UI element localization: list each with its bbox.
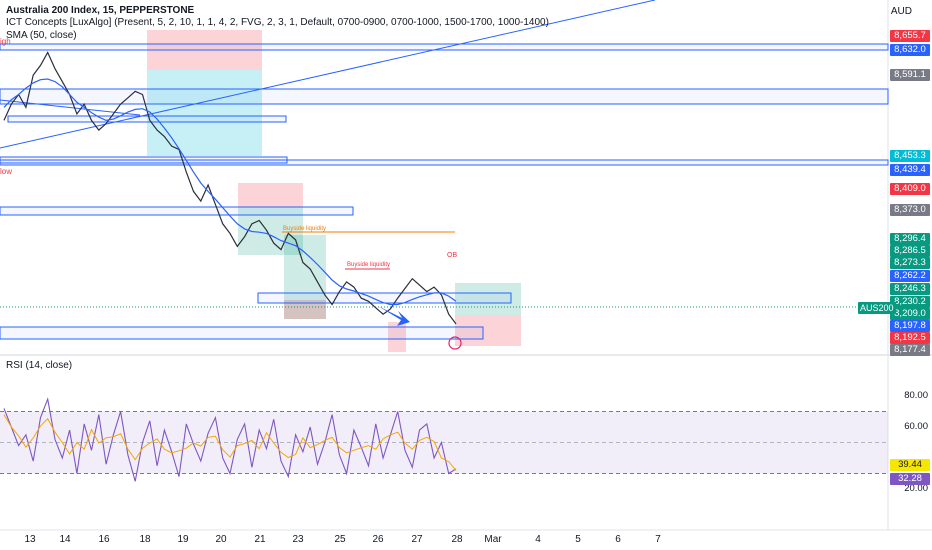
price-tag[interactable]: 8,296.4 [890, 233, 930, 245]
price-tag[interactable]: 8,439.4 [890, 164, 930, 176]
annotation-buyside-2: Buyside liquidity [347, 262, 390, 268]
time-axis-tick: 6 [615, 534, 621, 545]
annotation-high: igh [0, 37, 11, 46]
stop-zone [455, 315, 521, 346]
time-axis-tick: 20 [215, 534, 227, 545]
price-tag[interactable]: 8,177.4 [890, 344, 930, 356]
price-tag[interactable]: 8,591.1 [890, 69, 930, 81]
rsi-axis-tick: 60.00 [904, 421, 928, 432]
rsi-sma-value-tag[interactable]: 32.28 [890, 473, 930, 485]
price-tag[interactable]: 8,209.0 [890, 308, 930, 320]
time-axis-tick: Mar [484, 534, 502, 545]
time-axis-tick: 14 [59, 534, 71, 545]
sma-legend[interactable]: SMA (50, close) [6, 30, 77, 41]
annotation-low: low [0, 167, 12, 176]
annotation-buyside-1: Buyside liquidity [283, 226, 326, 232]
time-axis-tick: 16 [98, 534, 110, 545]
liquidity-box-top [0, 43, 889, 51]
target-zone [455, 283, 521, 315]
time-axis-tick: 7 [655, 534, 661, 545]
liquidity-box-7 [257, 292, 512, 304]
time-axis-tick: 28 [451, 534, 463, 545]
time-axis-tick: 27 [411, 534, 423, 545]
demand-zone [147, 70, 262, 156]
price-tag[interactable]: 8,273.3 [890, 257, 930, 269]
price-tag[interactable]: 8,192.5 [890, 332, 930, 344]
price-tag[interactable]: 8,262.2 [890, 270, 930, 282]
time-axis-tick: 4 [535, 534, 541, 545]
alert-icon [448, 336, 462, 350]
instrument-title[interactable]: Australia 200 Index, 15, PEPPERSTONE [6, 5, 195, 16]
supply-zone-2 [238, 183, 303, 207]
rsi-value-tag[interactable]: 39.44 [890, 459, 930, 471]
supply-zone-4 [388, 322, 406, 352]
time-axis-tick: 5 [575, 534, 581, 545]
rsi-sma-line [3, 414, 457, 471]
price-tag[interactable]: 8,655.7 [890, 30, 930, 42]
liquidity-box-5 [0, 159, 889, 166]
rsi-legend[interactable]: RSI (14, close) [6, 360, 73, 371]
time-axis-tick: 21 [254, 534, 266, 545]
price-line [3, 51, 457, 325]
time-axis-tick: 19 [177, 534, 189, 545]
time-axis-tick: 26 [372, 534, 384, 545]
price-tag[interactable]: 8,632.0 [890, 44, 930, 56]
time-axis-tick: 25 [334, 534, 346, 545]
sma-line [3, 78, 457, 306]
time-axis-tick: 18 [139, 534, 151, 545]
rsi-axis-tick: 20.00 [904, 483, 928, 494]
price-tag[interactable]: 8,286.5 [890, 245, 930, 257]
annotation-ob: OB [447, 252, 457, 259]
currency-label[interactable]: AUD [890, 6, 912, 17]
price-tag[interactable]: 8,246.3 [890, 283, 930, 295]
liquidity-box-6 [0, 206, 354, 216]
liquidity-box-8 [0, 326, 484, 340]
supply-zone-3 [284, 300, 326, 319]
price-tag[interactable]: 8,453.3 [890, 150, 930, 162]
direction-arrow [378, 306, 410, 326]
rsi-axis-tick: 80.00 [904, 390, 928, 401]
liquidity-box-3 [7, 115, 287, 123]
rsi-line [3, 397, 457, 482]
price-tag[interactable]: 8,373.0 [890, 204, 930, 216]
price-tag[interactable]: 8,409.0 [890, 183, 930, 195]
liquidity-box-2 [0, 88, 889, 105]
trendline-upper [0, 0, 656, 149]
symbol-tag[interactable]: AUS200 [858, 302, 896, 314]
price-tag[interactable]: 8,230.2 [890, 296, 930, 308]
time-axis-tick: 23 [292, 534, 304, 545]
demand-zone-3 [284, 235, 326, 319]
indicator-legend[interactable]: ICT Concepts [LuxAlgo] (Present, 5, 2, 1… [6, 17, 549, 28]
time-axis-tick: 13 [24, 534, 36, 545]
price-tag[interactable]: 8,197.8 [890, 320, 930, 332]
